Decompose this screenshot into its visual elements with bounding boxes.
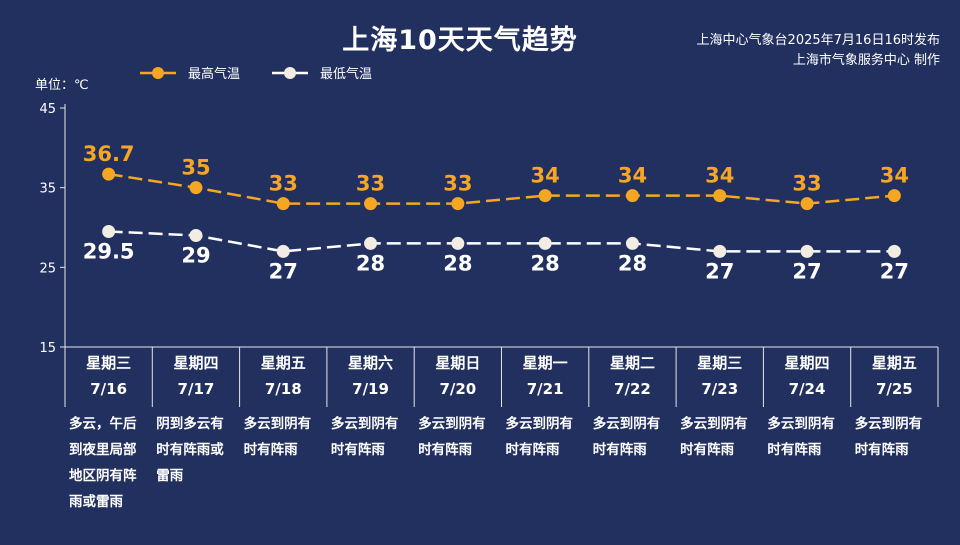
weekday-label: 星期三 [86, 354, 132, 372]
date-label: 7/19 [352, 380, 389, 398]
date-label: 7/18 [264, 380, 302, 398]
weekday-label: 星期五 [871, 354, 917, 372]
day-header: 星期日 7/20 [414, 350, 501, 402]
high-temp-point [102, 167, 116, 181]
weather-description: 阴到多云有 时有阵雨或 雷雨 [156, 416, 224, 484]
high-temp-point [713, 189, 727, 203]
high-temp-point [625, 189, 639, 203]
source-info: 上海中心气象台2025年7月16日16时发布 上海市气象服务中心 制作 [697, 31, 940, 71]
low-temp-point [364, 236, 378, 250]
day-header: 星期五 7/25 [851, 350, 938, 402]
weather-description: 多云到阴有 时有阵雨 [680, 416, 748, 458]
low-temp-label: 27 [269, 259, 298, 283]
low-temp-label: 29.5 [83, 239, 135, 263]
high-temp-point [538, 189, 552, 203]
low-temp-point [887, 244, 901, 258]
legend-low-label: 最低气温 [320, 67, 373, 82]
day-header: 星期三 7/16 [65, 350, 152, 402]
date-label: 7/16 [90, 380, 128, 398]
low-temp-label: 27 [880, 259, 909, 283]
date-label: 7/21 [526, 380, 564, 398]
series-line-low [108, 230, 895, 253]
weather-description: 多云到阴有 时有阵雨 [418, 416, 486, 458]
date-label: 7/22 [614, 380, 651, 398]
date-label: 7/20 [439, 380, 477, 398]
weather-description: 多云到阴有 时有阵雨 [592, 416, 661, 458]
weather-description: 多云，午后 到夜里局部 地区阴有阵 雨或雷雨 [69, 416, 137, 510]
low-temp-label: 28 [443, 251, 472, 275]
weather-description: 多云到阴有 时有阵雨 [767, 416, 835, 458]
day-header: 星期五 7/18 [240, 350, 327, 402]
legend-item-high: 最高气温 [140, 63, 240, 82]
high-temp-point [189, 181, 203, 195]
weather-description: 多云到阴有 时有阵雨 [330, 416, 399, 458]
low-temp-label: 28 [531, 251, 560, 275]
day-header: 星期四 7/24 [763, 350, 850, 402]
low-temp-point [800, 244, 814, 258]
low-temp-label: 27 [792, 259, 821, 283]
unit-label: 单位：℃ [35, 78, 89, 93]
low-temp-point [625, 236, 639, 250]
high-temp-label: 33 [443, 172, 472, 196]
low-temp-point [451, 236, 465, 250]
legend-high-icon [140, 66, 176, 79]
day-header: 星期一 7/21 [502, 350, 589, 402]
low-temp-point [189, 228, 203, 242]
date-label: 7/25 [875, 380, 913, 398]
high-temp-label: 34 [705, 164, 734, 188]
legend: 最高气温 最低气温 [140, 63, 404, 82]
y-tick-label: 15 [39, 341, 56, 356]
date-label: 7/17 [177, 380, 215, 398]
chart-title: 上海10天天气趋势 [342, 25, 578, 56]
high-temp-label: 34 [531, 164, 560, 188]
high-temp-label: 34 [880, 164, 909, 188]
weekday-label: 星期四 [784, 354, 830, 372]
day-header: 星期二 7/22 [589, 350, 676, 402]
weekday-label: 星期日 [435, 354, 481, 372]
high-temp-label: 35 [181, 156, 210, 180]
high-temp-point [887, 189, 901, 203]
source-line-2: 上海市气象服务中心 制作 [792, 53, 940, 68]
high-temp-label: 33 [269, 172, 298, 196]
low-temp-point [538, 236, 552, 250]
weekday-label: 星期二 [609, 354, 655, 372]
weather-description: 多云到阴有 时有阵雨 [854, 416, 923, 458]
low-temp-label: 28 [356, 251, 385, 275]
weather-description: 多云到阴有 时有阵雨 [505, 416, 574, 458]
legend-item-low: 最低气温 [272, 63, 372, 82]
weekday-label: 星期三 [697, 354, 743, 372]
high-temp-label: 33 [356, 172, 385, 196]
weekday-label: 星期四 [173, 354, 219, 372]
high-temp-label: 34 [618, 164, 647, 188]
low-temp-point [713, 244, 727, 258]
legend-high-label: 最高气温 [188, 67, 241, 82]
y-tick-label: 45 [39, 102, 56, 117]
high-temp-point [800, 197, 814, 211]
day-header: 星期三 7/23 [676, 350, 763, 402]
y-tick-label: 25 [39, 261, 56, 276]
low-temp-point [276, 244, 290, 258]
day-header: 星期四 7/17 [152, 350, 239, 402]
high-temp-point [276, 197, 290, 211]
date-label: 7/23 [701, 380, 739, 398]
low-temp-label: 29 [181, 243, 210, 267]
y-tick-label: 35 [39, 182, 56, 197]
high-temp-label: 36.7 [83, 142, 135, 166]
high-temp-label: 33 [792, 172, 821, 196]
low-temp-point [102, 224, 116, 238]
low-temp-label: 27 [705, 259, 734, 283]
weekday-label: 星期一 [522, 354, 568, 372]
date-label: 7/24 [788, 380, 826, 398]
low-temp-label: 28 [618, 251, 647, 275]
high-temp-point [364, 197, 378, 211]
weather-description: 多云到阴有 时有阵雨 [243, 416, 312, 458]
weekday-label: 星期六 [348, 354, 394, 372]
source-line-1: 上海中心气象台2025年7月16日16时发布 [696, 33, 940, 48]
high-temp-point [451, 197, 465, 211]
day-header: 星期六 7/19 [327, 350, 414, 402]
series-line-high [108, 172, 895, 205]
weekday-label: 星期五 [260, 354, 306, 372]
legend-low-icon [272, 66, 309, 79]
